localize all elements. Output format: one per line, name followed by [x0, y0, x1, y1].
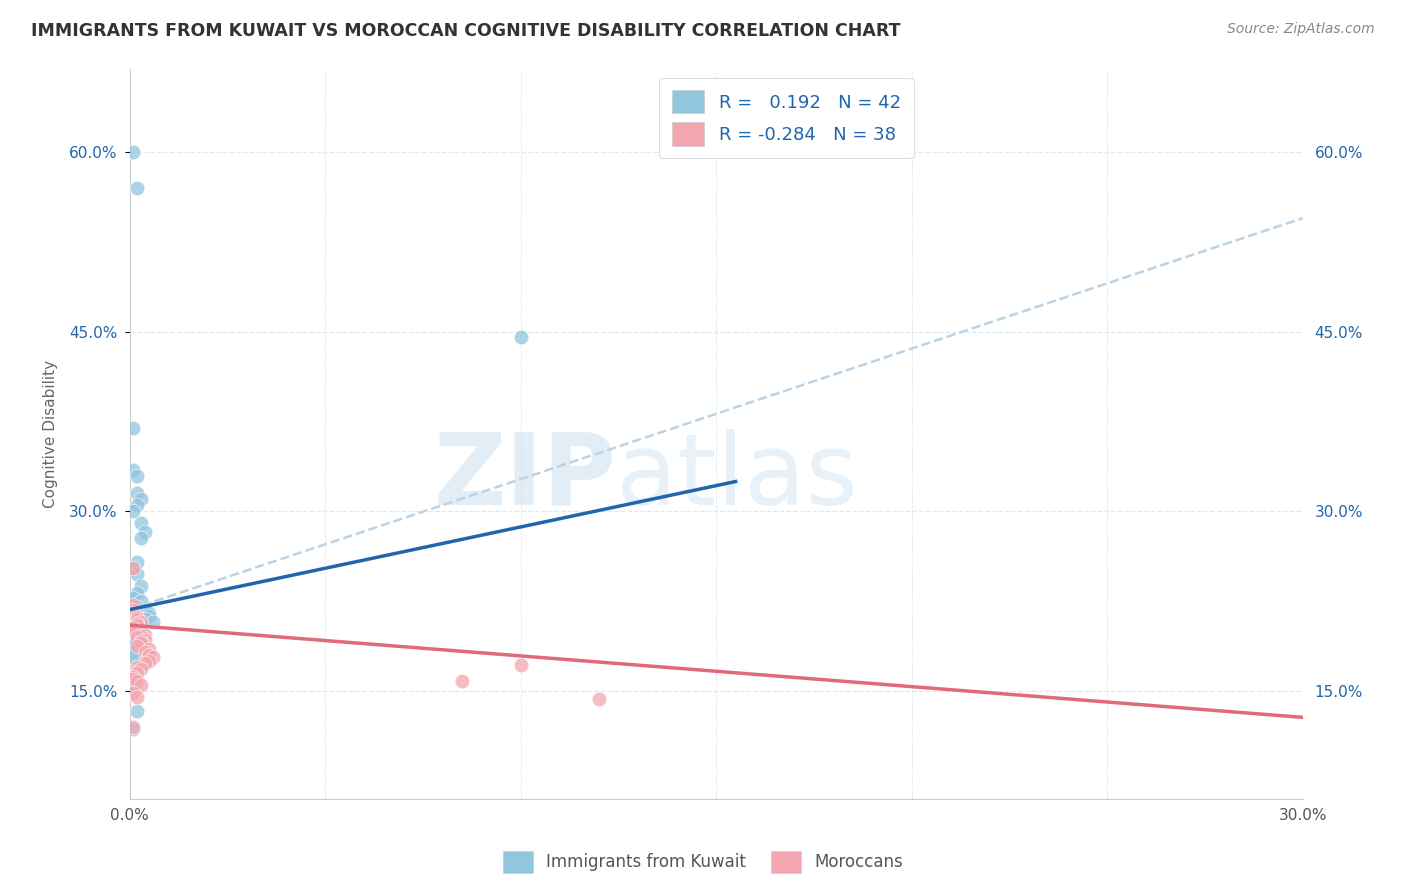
Point — [138, 606, 160, 620]
Point — [129, 678, 152, 692]
Point — [122, 591, 145, 605]
Point — [138, 608, 160, 623]
Point — [122, 624, 145, 639]
Point — [451, 674, 474, 689]
Point — [127, 630, 149, 644]
Point — [142, 615, 165, 629]
Point — [127, 630, 149, 644]
Text: atlas: atlas — [616, 429, 858, 526]
Point — [127, 468, 149, 483]
Point — [122, 462, 145, 476]
Point — [129, 636, 152, 650]
Point — [122, 681, 145, 695]
Point — [129, 579, 152, 593]
Point — [127, 618, 149, 632]
Point — [122, 602, 145, 616]
Point — [127, 666, 149, 681]
Point — [122, 639, 145, 653]
Point — [129, 531, 152, 545]
Point — [129, 626, 152, 640]
Point — [122, 720, 145, 734]
Point — [122, 624, 145, 639]
Point — [122, 420, 145, 434]
Point — [127, 555, 149, 569]
Point — [127, 674, 149, 689]
Point — [127, 612, 149, 626]
Y-axis label: Cognitive Disability: Cognitive Disability — [44, 359, 58, 508]
Point — [134, 612, 156, 626]
Point — [129, 663, 152, 677]
Point — [122, 672, 145, 686]
Point — [127, 181, 149, 195]
Point — [134, 602, 156, 616]
Point — [122, 686, 145, 700]
Text: Source: ZipAtlas.com: Source: ZipAtlas.com — [1227, 22, 1375, 37]
Point — [122, 670, 145, 684]
Point — [142, 650, 165, 665]
Point — [509, 657, 531, 672]
Point — [509, 329, 531, 343]
Point — [138, 642, 160, 657]
Point — [138, 648, 160, 662]
Point — [122, 670, 145, 684]
Point — [127, 600, 149, 615]
Point — [127, 486, 149, 500]
Legend: R =   0.192   N = 42, R = -0.284   N = 38: R = 0.192 N = 42, R = -0.284 N = 38 — [659, 78, 914, 158]
Point — [138, 654, 160, 668]
Point — [129, 516, 152, 531]
Point — [129, 594, 152, 608]
Point — [127, 633, 149, 648]
Point — [122, 145, 145, 160]
Point — [127, 621, 149, 635]
Point — [127, 499, 149, 513]
Point — [122, 598, 145, 612]
Point — [134, 628, 156, 642]
Point — [127, 704, 149, 718]
Point — [122, 636, 145, 650]
Point — [127, 586, 149, 600]
Text: IMMIGRANTS FROM KUWAIT VS MOROCCAN COGNITIVE DISABILITY CORRELATION CHART: IMMIGRANTS FROM KUWAIT VS MOROCCAN COGNI… — [31, 22, 900, 40]
Point — [127, 639, 149, 653]
Point — [129, 633, 152, 648]
Point — [134, 524, 156, 539]
Point — [129, 615, 152, 630]
Point — [122, 504, 145, 518]
Point — [122, 621, 145, 635]
Point — [129, 615, 152, 629]
Point — [127, 660, 149, 674]
Point — [122, 560, 145, 574]
Point — [127, 566, 149, 581]
Text: ZIP: ZIP — [433, 429, 616, 526]
Point — [134, 632, 156, 647]
Point — [129, 492, 152, 507]
Point — [122, 674, 145, 689]
Point — [122, 650, 145, 665]
Point — [122, 560, 145, 574]
Point — [122, 644, 145, 658]
Point — [127, 690, 149, 704]
Point — [129, 618, 152, 632]
Point — [129, 629, 152, 643]
Point — [127, 609, 149, 624]
Point — [127, 615, 149, 630]
Point — [122, 723, 145, 737]
Point — [134, 644, 156, 658]
Point — [134, 657, 156, 671]
Legend: Immigrants from Kuwait, Moroccans: Immigrants from Kuwait, Moroccans — [496, 845, 910, 880]
Point — [122, 606, 145, 620]
Point — [588, 692, 610, 706]
Point — [122, 626, 145, 640]
